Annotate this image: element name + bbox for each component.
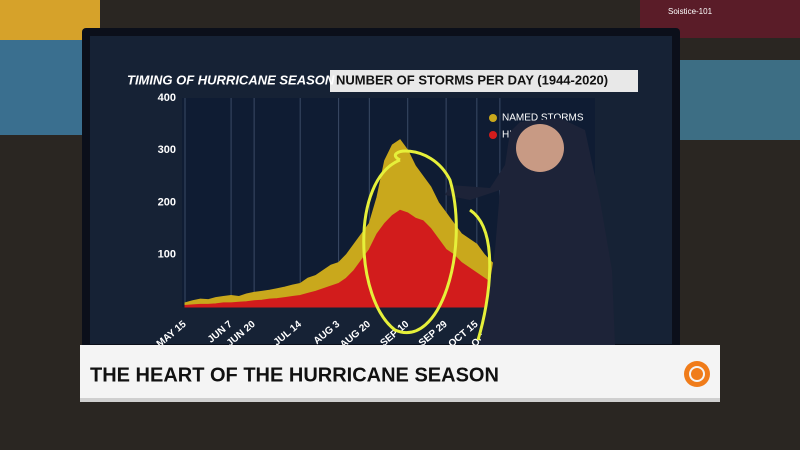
- right-monitor: [680, 60, 800, 140]
- subtitle-box: [330, 70, 638, 92]
- legend-swatch: [489, 131, 497, 139]
- telestrator-marks: [362, 149, 492, 341]
- chart-title: TIMING OF HURRICANE SEASON: [127, 72, 335, 87]
- legend-label: NAMED STORMS: [502, 113, 584, 124]
- y-tick-label: 300: [158, 144, 176, 156]
- presenter-head: [516, 124, 564, 172]
- y-tick-label: 400: [158, 92, 176, 104]
- y-tick-label: 200: [158, 196, 176, 208]
- lower-third: [80, 345, 720, 402]
- screen-label: Soistice-101: [668, 7, 713, 16]
- sun-logo-core: [691, 368, 703, 380]
- chart-subtitle: NUMBER OF STORMS PER DAY (1944-2020): [336, 72, 608, 87]
- headline: THE HEART OF THE HURRICANE SEASON: [90, 364, 499, 386]
- y-tick-label: 100: [158, 249, 176, 261]
- presenter: [445, 118, 615, 345]
- legend-swatch: [489, 114, 497, 122]
- lower-third-edge: [80, 398, 720, 402]
